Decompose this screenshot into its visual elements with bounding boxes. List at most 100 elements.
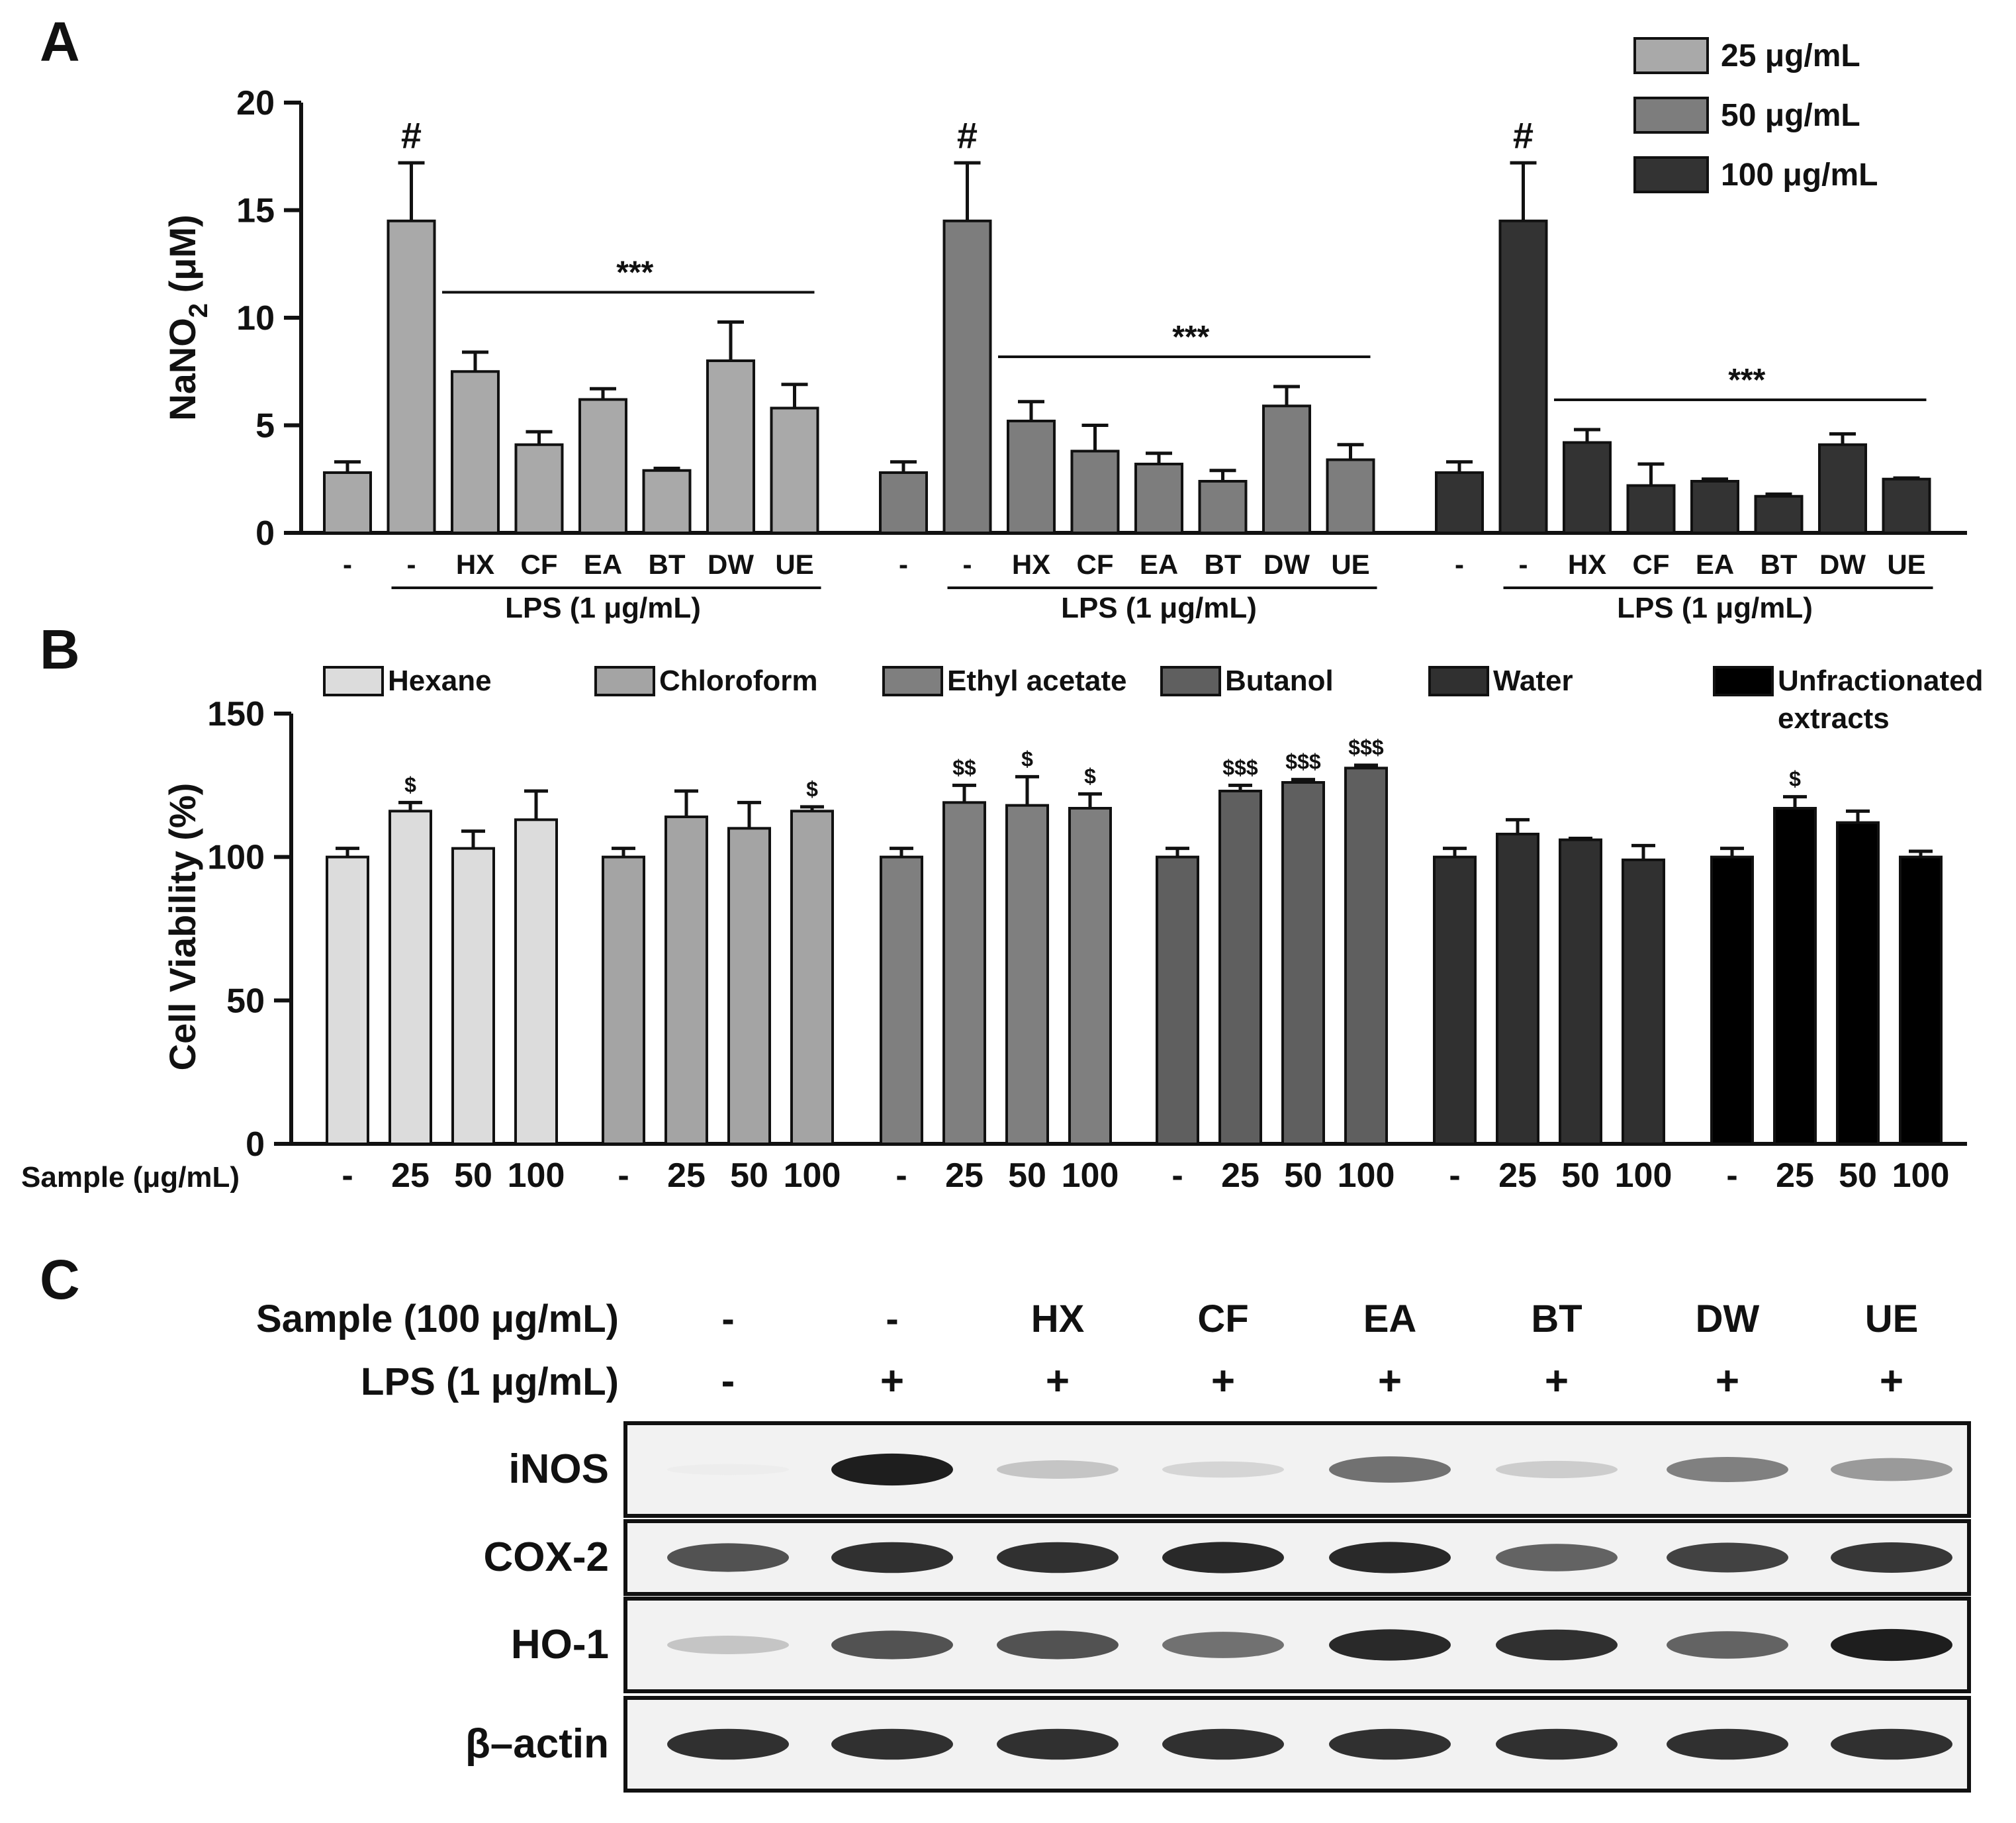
error-bar — [1078, 792, 1102, 808]
bar — [1005, 804, 1049, 1145]
blot--actin: β–actin — [465, 1696, 1971, 1793]
bar — [1754, 494, 1804, 534]
significance-mark: $$$ — [1222, 755, 1258, 779]
y-tick-label: 5 — [255, 407, 275, 445]
bar — [602, 855, 645, 1145]
bar — [1326, 458, 1375, 534]
category-label: 25 — [1498, 1156, 1537, 1195]
bar — [1496, 833, 1539, 1145]
bar — [1710, 855, 1754, 1145]
category-label: BT — [649, 549, 686, 580]
y-tick-label: 20 — [236, 84, 275, 122]
error-bar — [336, 847, 359, 857]
y-tick-label: 15 — [236, 192, 275, 230]
error-bar — [890, 460, 917, 473]
bar — [770, 406, 819, 534]
error-bar — [1273, 385, 1300, 406]
bar — [451, 847, 495, 1145]
error-bar — [781, 383, 808, 408]
y-tick-label: 10 — [236, 299, 275, 338]
category-label: BT — [1761, 549, 1798, 580]
blot-band — [831, 1630, 953, 1659]
bar — [1156, 855, 1199, 1145]
blot-band — [667, 1728, 789, 1760]
category-label: 50 — [1561, 1156, 1600, 1195]
bar-group-1: - - HX CF EA BT DW UE # *** LPS (1 μg/mL) — [323, 115, 821, 624]
error-bar — [1337, 443, 1364, 460]
bar — [642, 469, 692, 534]
error-bar — [737, 800, 761, 829]
bar — [451, 370, 500, 534]
legend-label: 25 μg/mL — [1721, 38, 1860, 73]
panel-c-western-blot: Sample (100 μg/mL) LPS (1 μg/mL) - - HX CF EA B… — [256, 1297, 1971, 1793]
bar — [514, 818, 558, 1146]
bar — [727, 827, 771, 1146]
significance-mark: $ — [1084, 764, 1096, 788]
lps-label: LPS (1 μg/mL) — [1061, 592, 1257, 624]
x-axis-label: Sample (μg/mL) — [21, 1161, 240, 1193]
legend-swatch — [882, 666, 943, 696]
category-label: 100 — [508, 1156, 565, 1195]
blot-band — [1162, 1542, 1284, 1573]
category-label: UE — [1331, 549, 1369, 580]
bar — [1818, 443, 1867, 534]
blot-band — [1831, 1458, 1952, 1481]
error-bar — [590, 387, 616, 400]
legend-a: 25 μg/mL 50 μg/mL 100 μg/mL — [1633, 37, 1878, 193]
bar — [1262, 404, 1311, 534]
bar — [1690, 480, 1739, 534]
y-axis-label: NaNO2 (μM) — [161, 214, 213, 421]
bar — [1433, 855, 1477, 1145]
lane-lps-label: - — [721, 1358, 735, 1404]
error-bar — [334, 460, 361, 473]
legend-label: Butanol — [1225, 665, 1334, 697]
lane-lps-label: + — [1378, 1358, 1402, 1404]
bar-group-unfractionated-extracts: - $25 50 100 — [1710, 767, 1949, 1195]
error-bar — [1720, 847, 1744, 857]
blot-band — [1831, 1728, 1952, 1760]
category-label: - — [618, 1156, 629, 1195]
legend-label: Ethyl acetate — [947, 665, 1126, 697]
category-label: 50 — [730, 1156, 768, 1195]
error-bar — [717, 320, 744, 361]
lane-lps-label: + — [880, 1358, 904, 1404]
error-bar — [954, 161, 981, 221]
category-label: - — [1519, 549, 1528, 580]
lane-sample-label: HX — [1031, 1297, 1085, 1340]
lane-sample-label: - — [886, 1297, 898, 1340]
panel-letter-c: C — [40, 1248, 80, 1311]
bar — [578, 398, 627, 534]
error-bar — [1846, 809, 1870, 823]
bar — [1007, 420, 1056, 534]
bar — [790, 810, 834, 1146]
bar — [1070, 449, 1120, 534]
y-tick-label: 0 — [246, 1125, 265, 1164]
hash-mark: # — [957, 115, 978, 156]
category-label: - — [1449, 1156, 1460, 1195]
category-label: 100 — [784, 1156, 841, 1195]
legend-label: 50 μg/mL — [1721, 98, 1860, 133]
blot-band — [1162, 1728, 1284, 1760]
category-label: 50 — [1284, 1156, 1322, 1195]
error-bar — [1510, 161, 1537, 221]
legend-label: Chloroform — [659, 665, 818, 697]
blot-band — [1329, 1728, 1451, 1760]
lane-lps-label: + — [1880, 1358, 1903, 1404]
significance-label: *** — [1172, 320, 1209, 355]
category-label: - — [899, 549, 908, 580]
bar — [1218, 790, 1262, 1145]
blot-band — [1162, 1461, 1284, 1478]
legend-swatch — [1160, 666, 1221, 696]
legend-swatch — [1713, 666, 1774, 696]
legend-swatch — [594, 666, 655, 696]
bar — [1198, 480, 1248, 534]
category-label: HX — [1012, 549, 1050, 580]
category-label: 100 — [1338, 1156, 1395, 1195]
legend-b: Hexane Chloroform Ethyl acetate Butanol Wate… — [323, 665, 1983, 735]
category-label: 100 — [1615, 1156, 1672, 1195]
error-bar — [462, 350, 488, 372]
category-label: 50 — [1839, 1156, 1877, 1195]
bar-group-ethyl-acetate: - $$ 25 $50 $100 — [880, 747, 1119, 1195]
error-bar — [1829, 432, 1856, 445]
category-label: 25 — [391, 1156, 430, 1195]
